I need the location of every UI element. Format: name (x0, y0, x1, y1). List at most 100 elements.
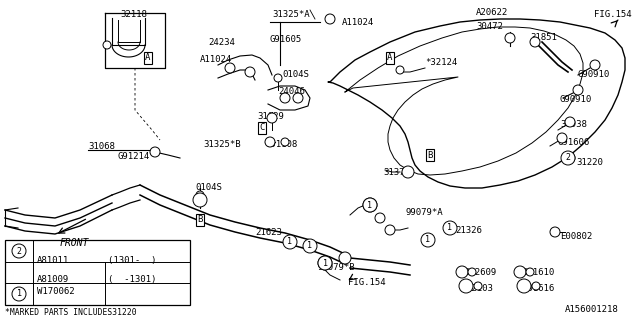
Circle shape (456, 266, 468, 278)
Text: 99079*A: 99079*A (406, 208, 444, 217)
Text: 24046: 24046 (278, 87, 305, 96)
Circle shape (530, 37, 540, 47)
Text: 1: 1 (447, 223, 452, 233)
Text: A81011: A81011 (37, 256, 69, 265)
Text: H01616: H01616 (522, 284, 554, 293)
Text: B: B (428, 150, 433, 159)
Circle shape (363, 198, 377, 212)
Circle shape (561, 151, 575, 165)
Text: A11024: A11024 (200, 55, 232, 64)
Circle shape (325, 14, 335, 24)
Circle shape (293, 93, 303, 103)
Circle shape (280, 93, 290, 103)
Text: 31220: 31220 (576, 158, 603, 167)
Text: W170062: W170062 (37, 287, 75, 296)
Circle shape (385, 225, 395, 235)
Text: G91108: G91108 (265, 140, 297, 149)
Text: 32103: 32103 (466, 284, 493, 293)
Text: FIG.154: FIG.154 (594, 10, 632, 19)
Circle shape (103, 41, 111, 49)
Text: 31029: 31029 (257, 112, 284, 121)
Text: 1: 1 (367, 201, 372, 210)
Circle shape (517, 279, 531, 293)
Text: A81009: A81009 (37, 275, 69, 284)
Circle shape (505, 33, 515, 43)
Text: 31325*A: 31325*A (272, 10, 310, 19)
Circle shape (550, 227, 560, 237)
Circle shape (193, 193, 207, 207)
Text: 24234: 24234 (208, 38, 235, 47)
Circle shape (267, 113, 277, 123)
Text: G90910: G90910 (560, 95, 592, 104)
Text: FIG.154: FIG.154 (348, 278, 386, 287)
Text: 31325*B: 31325*B (203, 140, 241, 149)
Text: 2: 2 (17, 246, 22, 255)
Circle shape (150, 147, 160, 157)
Text: 31851: 31851 (530, 33, 557, 42)
Text: 1: 1 (17, 290, 22, 299)
Text: (  -1301): ( -1301) (108, 275, 156, 284)
Text: G90910: G90910 (578, 70, 611, 79)
Text: FRONT: FRONT (60, 238, 90, 248)
Text: 21623: 21623 (255, 228, 282, 237)
Circle shape (565, 153, 575, 163)
Text: G91605: G91605 (270, 35, 302, 44)
Text: 1: 1 (426, 236, 431, 244)
FancyBboxPatch shape (5, 240, 190, 305)
Circle shape (396, 66, 404, 74)
Text: 0104S: 0104S (195, 183, 222, 192)
Circle shape (196, 191, 204, 199)
Text: E00802: E00802 (560, 232, 592, 241)
Text: A20622: A20622 (476, 8, 508, 17)
Text: 31377: 31377 (383, 168, 410, 177)
Text: A: A (145, 53, 150, 62)
Text: A156001218: A156001218 (565, 305, 619, 314)
Text: 30938: 30938 (560, 120, 587, 129)
Text: A11024: A11024 (342, 18, 374, 27)
Circle shape (468, 268, 476, 276)
Text: D91610: D91610 (522, 268, 554, 277)
Circle shape (565, 117, 575, 127)
Text: C: C (259, 124, 265, 132)
Text: 2: 2 (566, 154, 570, 163)
Text: 21326: 21326 (455, 226, 482, 235)
Text: 1: 1 (287, 237, 292, 246)
Circle shape (573, 85, 583, 95)
Circle shape (12, 287, 26, 301)
Circle shape (339, 252, 351, 264)
Circle shape (274, 74, 282, 82)
Circle shape (283, 235, 297, 249)
Circle shape (526, 268, 534, 276)
Circle shape (375, 213, 385, 223)
Circle shape (443, 221, 457, 235)
Circle shape (590, 60, 600, 70)
Circle shape (557, 133, 567, 143)
Text: D92609: D92609 (464, 268, 496, 277)
Circle shape (245, 67, 255, 77)
Text: 32118: 32118 (120, 10, 147, 19)
Text: 0104S: 0104S (282, 70, 309, 79)
Text: (1301-  ): (1301- ) (108, 256, 156, 265)
Text: 1: 1 (323, 259, 328, 268)
Circle shape (265, 137, 275, 147)
Circle shape (363, 198, 377, 212)
Circle shape (532, 282, 540, 290)
Circle shape (303, 239, 317, 253)
Circle shape (281, 138, 289, 146)
Circle shape (421, 233, 435, 247)
Circle shape (318, 256, 332, 270)
Circle shape (402, 166, 414, 178)
Circle shape (459, 279, 473, 293)
Circle shape (474, 282, 482, 290)
Text: B: B (197, 215, 203, 225)
Text: 1: 1 (307, 242, 312, 251)
Text: *MARKED PARTS INCLUDES31220: *MARKED PARTS INCLUDES31220 (5, 308, 136, 317)
Text: G91606: G91606 (558, 138, 590, 147)
Text: 31068: 31068 (88, 142, 115, 151)
Text: G91214: G91214 (118, 152, 150, 161)
Circle shape (514, 266, 526, 278)
Text: *32124: *32124 (425, 58, 457, 67)
Text: A: A (387, 53, 393, 62)
Circle shape (12, 244, 26, 258)
Circle shape (225, 63, 235, 73)
